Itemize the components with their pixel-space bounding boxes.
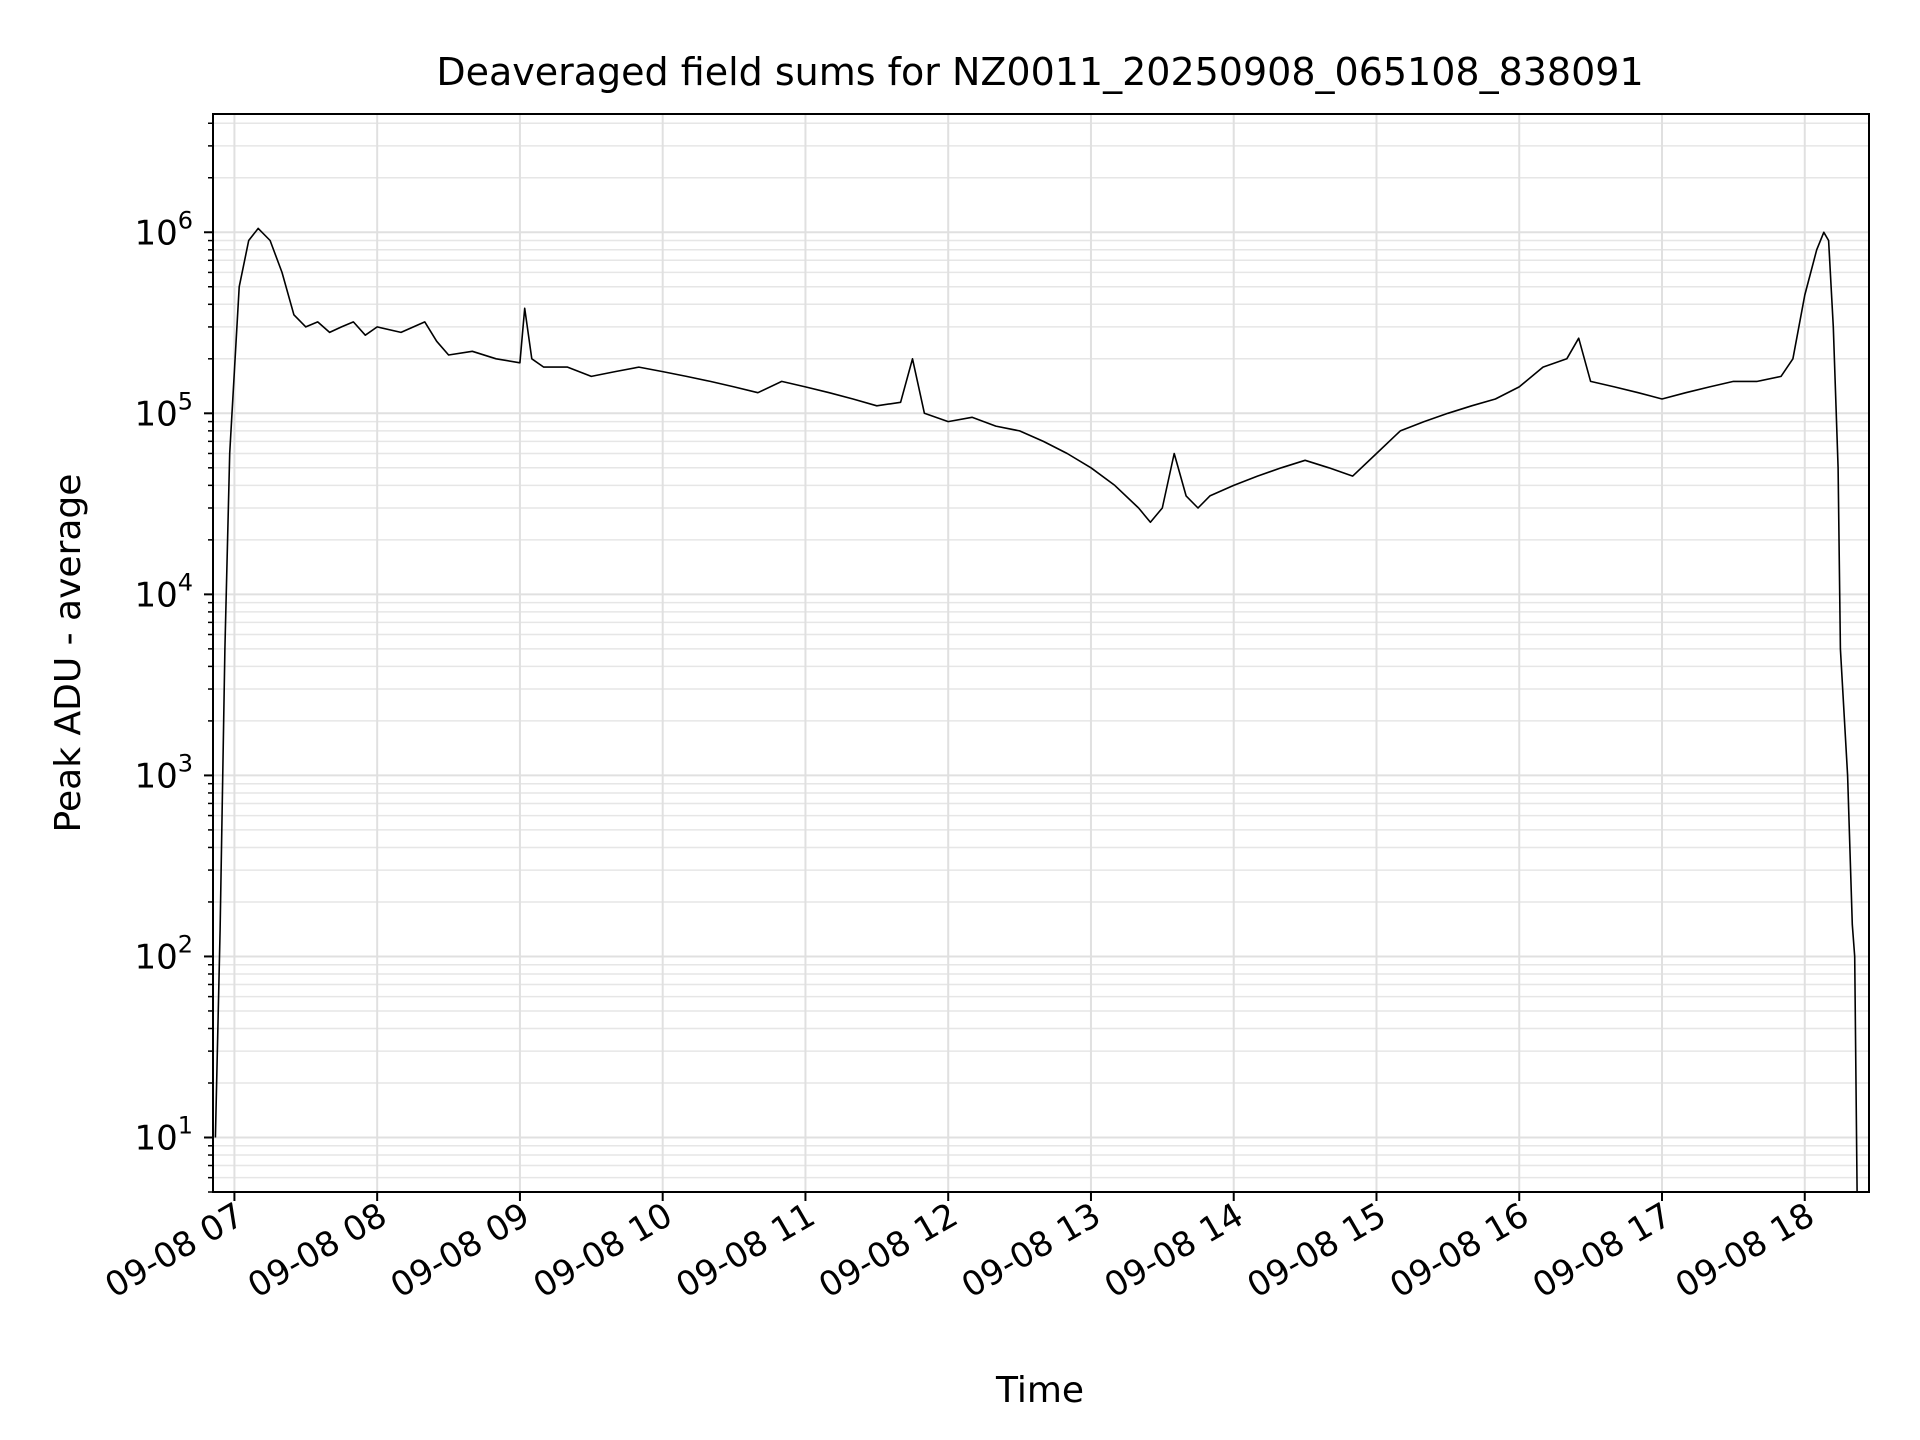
series-line [214, 227, 1858, 1192]
series-layer [214, 227, 1858, 1192]
grid [213, 114, 1869, 1193]
y-axis-label: Peak ADU - average [48, 474, 89, 833]
x-axis-label: Time [995, 1370, 1084, 1411]
y-tick-label: 104 [134, 568, 193, 615]
plot-frame [212, 113, 1870, 1193]
y-tick-label: 101 [134, 1111, 193, 1158]
y-tick-label: 103 [134, 749, 193, 796]
y-tick-label: 102 [134, 930, 193, 977]
y-tick-label: 105 [134, 387, 193, 434]
y-tick-label: 106 [134, 206, 193, 253]
chart-title: Deaveraged field sums for NZ0011_2025090… [436, 50, 1643, 94]
